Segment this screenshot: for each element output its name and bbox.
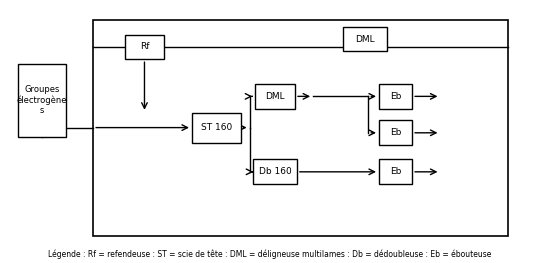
Text: Groupes
électrogène
s: Groupes électrogène s [17,85,68,115]
Bar [192,113,240,143]
Bar [343,27,387,52]
Bar [379,159,412,184]
Text: DML: DML [265,92,285,101]
Text: Eb: Eb [390,128,401,137]
Bar [255,84,295,109]
Text: Légende : Rf = refendeuse : ST = scie de tête : DML = déligneuse multilames : Db: Légende : Rf = refendeuse : ST = scie de… [48,249,492,259]
Text: ST 160: ST 160 [200,123,232,132]
Text: Rf: Rf [140,42,149,52]
Text: DML: DML [355,35,375,44]
Bar [253,159,297,184]
Text: Eb: Eb [390,167,401,176]
Bar [379,120,412,145]
Bar [379,84,412,109]
Bar [125,34,164,59]
Text: Eb: Eb [390,92,401,101]
Text: Db 160: Db 160 [259,167,292,176]
Bar [93,20,508,236]
Bar [18,64,66,137]
